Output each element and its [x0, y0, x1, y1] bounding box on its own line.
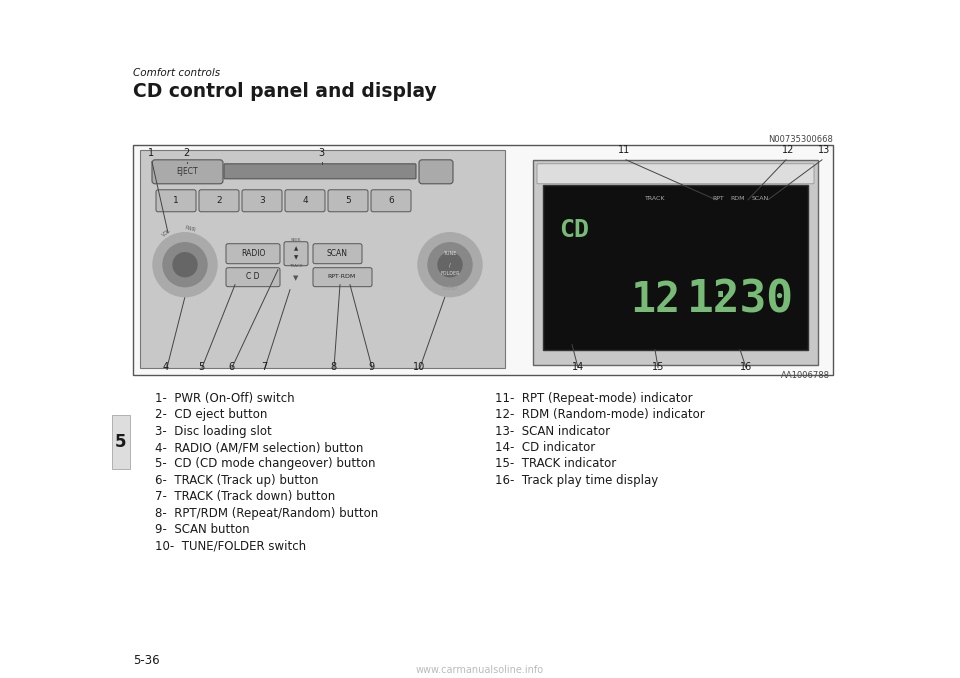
Text: 5-36: 5-36: [133, 654, 159, 667]
Text: 4-  RADIO (AM/FM selection) button: 4- RADIO (AM/FM selection) button: [155, 441, 364, 454]
Text: PWR: PWR: [184, 225, 196, 233]
Circle shape: [428, 243, 472, 287]
Text: 2: 2: [183, 148, 189, 158]
Text: RADIO: RADIO: [241, 250, 265, 258]
Text: ▼: ▼: [294, 275, 299, 281]
FancyBboxPatch shape: [419, 160, 453, 184]
Bar: [112, 414, 130, 469]
Text: ▼: ▼: [294, 255, 299, 260]
Text: 4: 4: [302, 196, 308, 205]
Bar: [140, 150, 505, 367]
Bar: [533, 160, 818, 365]
Text: 13-  SCAN indicator: 13- SCAN indicator: [495, 424, 611, 437]
Text: 6: 6: [388, 196, 394, 205]
Text: AA1006788: AA1006788: [781, 371, 830, 380]
Text: 2-  CD eject button: 2- CD eject button: [155, 408, 268, 421]
Circle shape: [173, 253, 197, 277]
Text: 9: 9: [368, 361, 374, 372]
Text: 3: 3: [259, 196, 265, 205]
FancyBboxPatch shape: [285, 190, 325, 212]
Text: 2: 2: [216, 196, 222, 205]
FancyBboxPatch shape: [313, 243, 362, 264]
Text: 6: 6: [228, 361, 234, 372]
Text: AUDIO: AUDIO: [442, 285, 458, 291]
FancyBboxPatch shape: [226, 243, 280, 264]
Text: 15: 15: [652, 361, 664, 372]
Text: RPT·RDM: RPT·RDM: [328, 274, 356, 279]
Text: 3: 3: [318, 148, 324, 158]
Text: C D: C D: [247, 272, 260, 281]
Text: :: :: [708, 281, 732, 319]
Text: SCAN: SCAN: [752, 196, 769, 201]
Text: SEEK: SEEK: [291, 238, 301, 242]
Text: ▲: ▲: [294, 246, 299, 252]
FancyBboxPatch shape: [152, 160, 223, 184]
Text: 4: 4: [163, 361, 169, 372]
Text: 5-  CD (CD mode changeover) button: 5- CD (CD mode changeover) button: [155, 458, 375, 471]
Text: 14: 14: [572, 361, 585, 372]
Text: RPT: RPT: [712, 196, 724, 201]
FancyBboxPatch shape: [371, 190, 411, 212]
Text: 9-  SCAN button: 9- SCAN button: [155, 523, 250, 536]
Text: 5: 5: [346, 196, 350, 205]
Text: 14-  CD indicator: 14- CD indicator: [495, 441, 595, 454]
FancyBboxPatch shape: [242, 190, 282, 212]
Text: 1-  PWR (On-Off) switch: 1- PWR (On-Off) switch: [155, 392, 295, 405]
FancyBboxPatch shape: [313, 268, 372, 287]
FancyBboxPatch shape: [224, 164, 416, 179]
Text: 5: 5: [198, 361, 204, 372]
Text: 10: 10: [413, 361, 425, 372]
Text: FOLDER: FOLDER: [441, 271, 460, 276]
Circle shape: [153, 233, 217, 297]
Circle shape: [438, 253, 462, 277]
Text: 5: 5: [115, 433, 127, 450]
Text: 6-  TRACK (Track up) button: 6- TRACK (Track up) button: [155, 474, 319, 487]
FancyBboxPatch shape: [284, 242, 308, 266]
Text: 11-  RPT (Repeat-mode) indicator: 11- RPT (Repeat-mode) indicator: [495, 392, 692, 405]
Text: 1: 1: [148, 148, 155, 158]
Circle shape: [163, 243, 207, 287]
Text: www.carmanualsoline.info: www.carmanualsoline.info: [416, 665, 544, 675]
Text: EJECT: EJECT: [177, 167, 198, 176]
Text: 1: 1: [173, 196, 179, 205]
Text: 11: 11: [618, 145, 631, 155]
Text: 1230: 1230: [686, 278, 794, 321]
Text: 16: 16: [740, 361, 753, 372]
Text: TRACK: TRACK: [645, 196, 665, 201]
Text: 12: 12: [782, 145, 794, 155]
Text: N00735300668: N00735300668: [768, 135, 833, 144]
Text: 12-  RDM (Random-mode) indicator: 12- RDM (Random-mode) indicator: [495, 408, 705, 421]
Text: SCAN: SCAN: [326, 250, 348, 258]
Text: 13: 13: [818, 145, 830, 155]
Text: 7: 7: [261, 361, 267, 372]
Text: Comfort controls: Comfort controls: [133, 68, 220, 78]
Text: 8-  RPT/RDM (Repeat/Random) button: 8- RPT/RDM (Repeat/Random) button: [155, 507, 378, 520]
Text: 10-  TUNE/FOLDER switch: 10- TUNE/FOLDER switch: [155, 540, 306, 553]
Text: CD: CD: [559, 218, 589, 242]
Text: TRACK: TRACK: [289, 264, 302, 268]
Circle shape: [418, 233, 482, 297]
Text: 15-  TRACK indicator: 15- TRACK indicator: [495, 458, 616, 471]
Text: 3-  Disc loading slot: 3- Disc loading slot: [155, 424, 272, 437]
FancyBboxPatch shape: [226, 268, 280, 287]
Text: 12: 12: [630, 279, 680, 321]
Text: TUNE: TUNE: [444, 251, 457, 256]
Bar: [543, 185, 808, 350]
Text: /: /: [449, 262, 451, 268]
FancyBboxPatch shape: [328, 190, 368, 212]
FancyBboxPatch shape: [199, 190, 239, 212]
Bar: [133, 145, 833, 374]
Text: 7-  TRACK (Track down) button: 7- TRACK (Track down) button: [155, 490, 335, 504]
Text: 8: 8: [330, 361, 336, 372]
Text: 16-  Track play time display: 16- Track play time display: [495, 474, 659, 487]
Text: VOL: VOL: [161, 228, 173, 238]
Text: CD control panel and display: CD control panel and display: [133, 82, 437, 101]
FancyBboxPatch shape: [537, 164, 814, 184]
Text: RDM: RDM: [731, 196, 745, 201]
FancyBboxPatch shape: [156, 190, 196, 212]
